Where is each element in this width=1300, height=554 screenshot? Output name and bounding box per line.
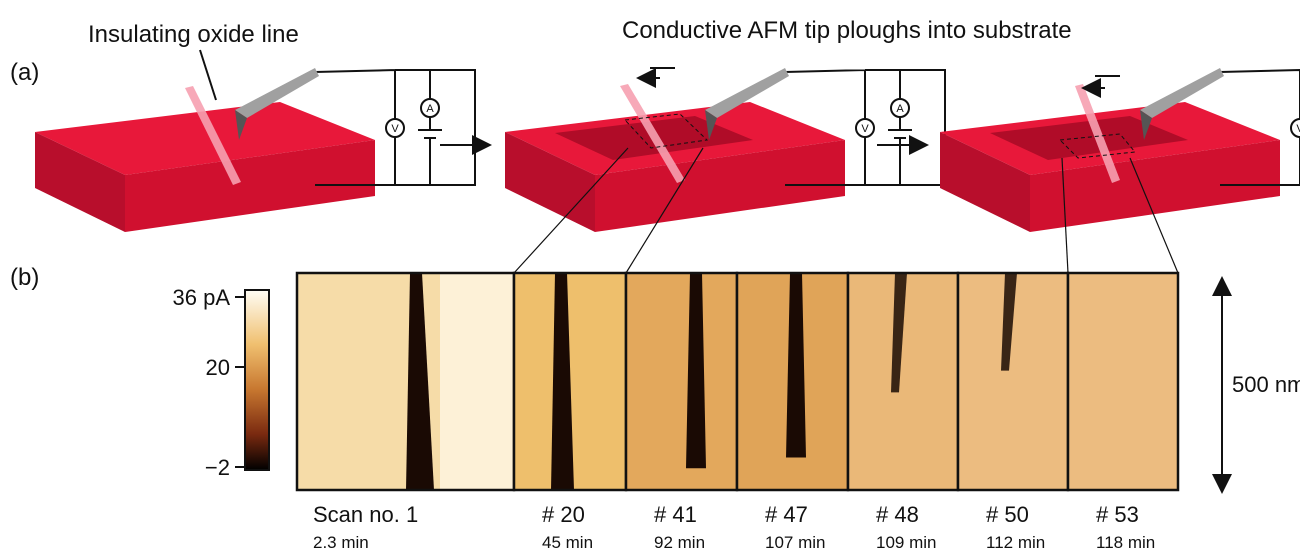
scan-time: 2.3 min [313, 533, 369, 552]
scan-name: # 41 [654, 502, 697, 527]
scan-name: # 53 [1096, 502, 1139, 527]
scan-frame [1066, 271, 1180, 492]
scan-time: 112 min [986, 533, 1045, 552]
scan-images: Scan no. 1 2.3 min # 20 45 min # 41 92 min # 4… [295, 271, 1180, 552]
block-2 [505, 68, 946, 232]
scan-image [1068, 273, 1178, 490]
scan-name: # 48 [876, 502, 919, 527]
scan-name: # 50 [986, 502, 1029, 527]
bright-region [440, 273, 514, 490]
colorbar [244, 289, 270, 471]
scan-time: 45 min [542, 533, 593, 552]
colorbar-tick: −2 [205, 455, 230, 480]
scale-bar-label: 500 nm [1232, 372, 1300, 397]
panel-label: (b) [10, 264, 39, 291]
oxide-line [686, 273, 706, 469]
scan-image [626, 273, 737, 490]
panel-label: (a) [10, 59, 39, 86]
oxide-line [406, 273, 434, 490]
scan-name: Scan no. 1 [313, 502, 418, 527]
scan-time: 109 min [876, 533, 936, 552]
block-3 [940, 67, 1300, 232]
scan-time: 118 min [1096, 533, 1155, 552]
oxide-line [1001, 273, 1017, 371]
scan-name: # 20 [542, 502, 585, 527]
scan-time: 107 min [765, 533, 825, 552]
caption: Insulating oxide line [88, 21, 299, 48]
block-1 [35, 67, 476, 232]
oxide-line [551, 273, 574, 490]
scan-name: # 47 [765, 502, 808, 527]
colorbar-tick: 20 [206, 355, 230, 380]
oxide-line [891, 273, 907, 393]
scan-time: 92 min [654, 533, 705, 552]
colorbar-tick: 36 pA [173, 285, 231, 310]
oxide-line [786, 273, 806, 458]
caption: Conductive AFM tip ploughs into substrat… [622, 17, 1072, 44]
zoom-lines [513, 147, 1179, 274]
